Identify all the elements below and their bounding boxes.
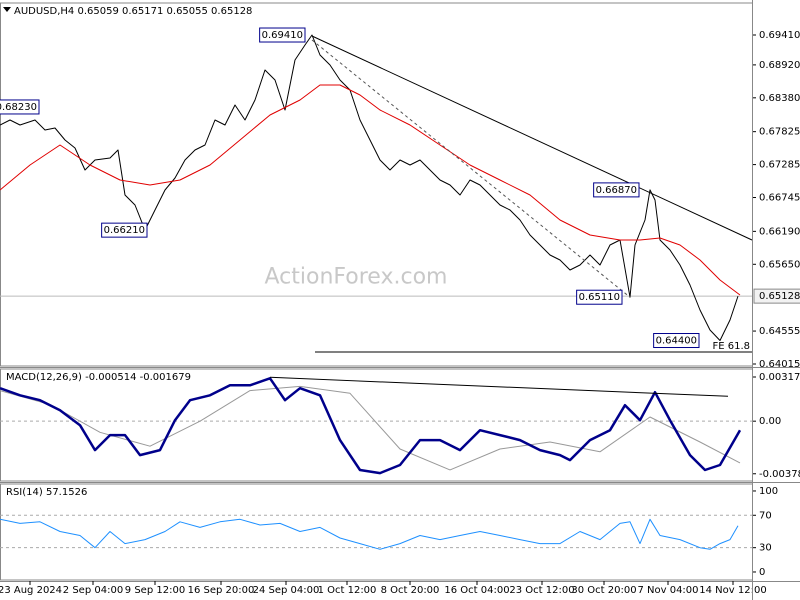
x-tick-label: 8 Oct 20:00 [381, 585, 440, 596]
annotation-box [259, 27, 306, 43]
last-price-label: 0.65128 [759, 291, 800, 302]
x-tick-label: 24 Sep 04:00 [253, 585, 320, 596]
annotation-label: 0.66210 [104, 225, 145, 236]
annotation-label: 0.68230 [0, 102, 37, 113]
line-label: FE 61.8 [712, 341, 750, 352]
series-line [311, 35, 753, 241]
y-tick-label: 0.65650 [759, 259, 800, 270]
dropdown-icon[interactable] [3, 7, 11, 12]
annotation-box [576, 289, 623, 305]
series-line [0, 84, 741, 296]
panel-title: RSI(14) 57.1526 [6, 487, 87, 498]
x-tick-label: 23 Aug 2024 [0, 585, 62, 596]
annotation-label: 0.66870 [596, 185, 637, 196]
y-tick-label: 0.67285 [759, 160, 800, 171]
x-tick-label: 16 Oct 04:00 [444, 585, 509, 596]
annotation-label: 0.69410 [262, 30, 303, 41]
y-tick-label: 0.66190 [759, 226, 800, 237]
y-tick-label: 100 [759, 486, 778, 497]
y-tick-label: 0.64015 [759, 359, 800, 370]
y-tick-label: 0.67825 [759, 127, 800, 138]
series-line [0, 385, 741, 471]
annotation-label: 0.65110 [579, 292, 620, 303]
panel-title: MACD(12,26,9) -0.000514 -0.001679 [6, 372, 191, 383]
series-line [269, 376, 729, 397]
series-line [0, 377, 742, 475]
y-tick-label: 70 [759, 510, 772, 521]
annotation-box [593, 182, 640, 198]
series-line [311, 39, 631, 298]
annotation-label: 0.64400 [656, 336, 697, 347]
annotation-box [0, 99, 40, 115]
panel-title: AUDUSD,H4 0.65059 0.65171 0.65055 0.6512… [14, 6, 252, 17]
x-tick-label: 2 Sep 04:00 [63, 585, 123, 596]
watermark: ActionForex.com [265, 265, 448, 290]
y-tick-label: 30 [759, 543, 772, 554]
y-tick-label: 0.68920 [759, 60, 800, 71]
y-tick-label: 0.68380 [759, 93, 800, 104]
last-price-tag [753, 288, 800, 304]
annotation-box [101, 222, 148, 238]
x-tick-label: 9 Sep 12:00 [125, 585, 185, 596]
y-tick-label: 0.00 [759, 416, 781, 427]
annotation-box [653, 333, 700, 349]
x-tick-label: 1 Oct 12:00 [318, 585, 377, 596]
y-tick-label: 0.69410 [759, 30, 800, 41]
x-tick-label: 14 Nov 12:00 [699, 585, 766, 596]
series-line [0, 34, 739, 341]
y-tick-label: 0.66745 [759, 193, 800, 204]
x-tick-label: 23 Oct 12:00 [509, 585, 574, 596]
y-tick-label: 0.64555 [759, 326, 800, 337]
x-tick-label: 30 Oct 20:00 [571, 585, 636, 596]
y-tick-label: 0.003175 [759, 372, 800, 383]
x-tick-label: 16 Sep 20:00 [188, 585, 255, 596]
x-tick-label: 7 Nov 04:00 [637, 585, 698, 596]
y-tick-label: 0 [759, 567, 765, 578]
y-tick-label: -0.00378 [759, 469, 800, 480]
series-line [0, 518, 739, 550]
